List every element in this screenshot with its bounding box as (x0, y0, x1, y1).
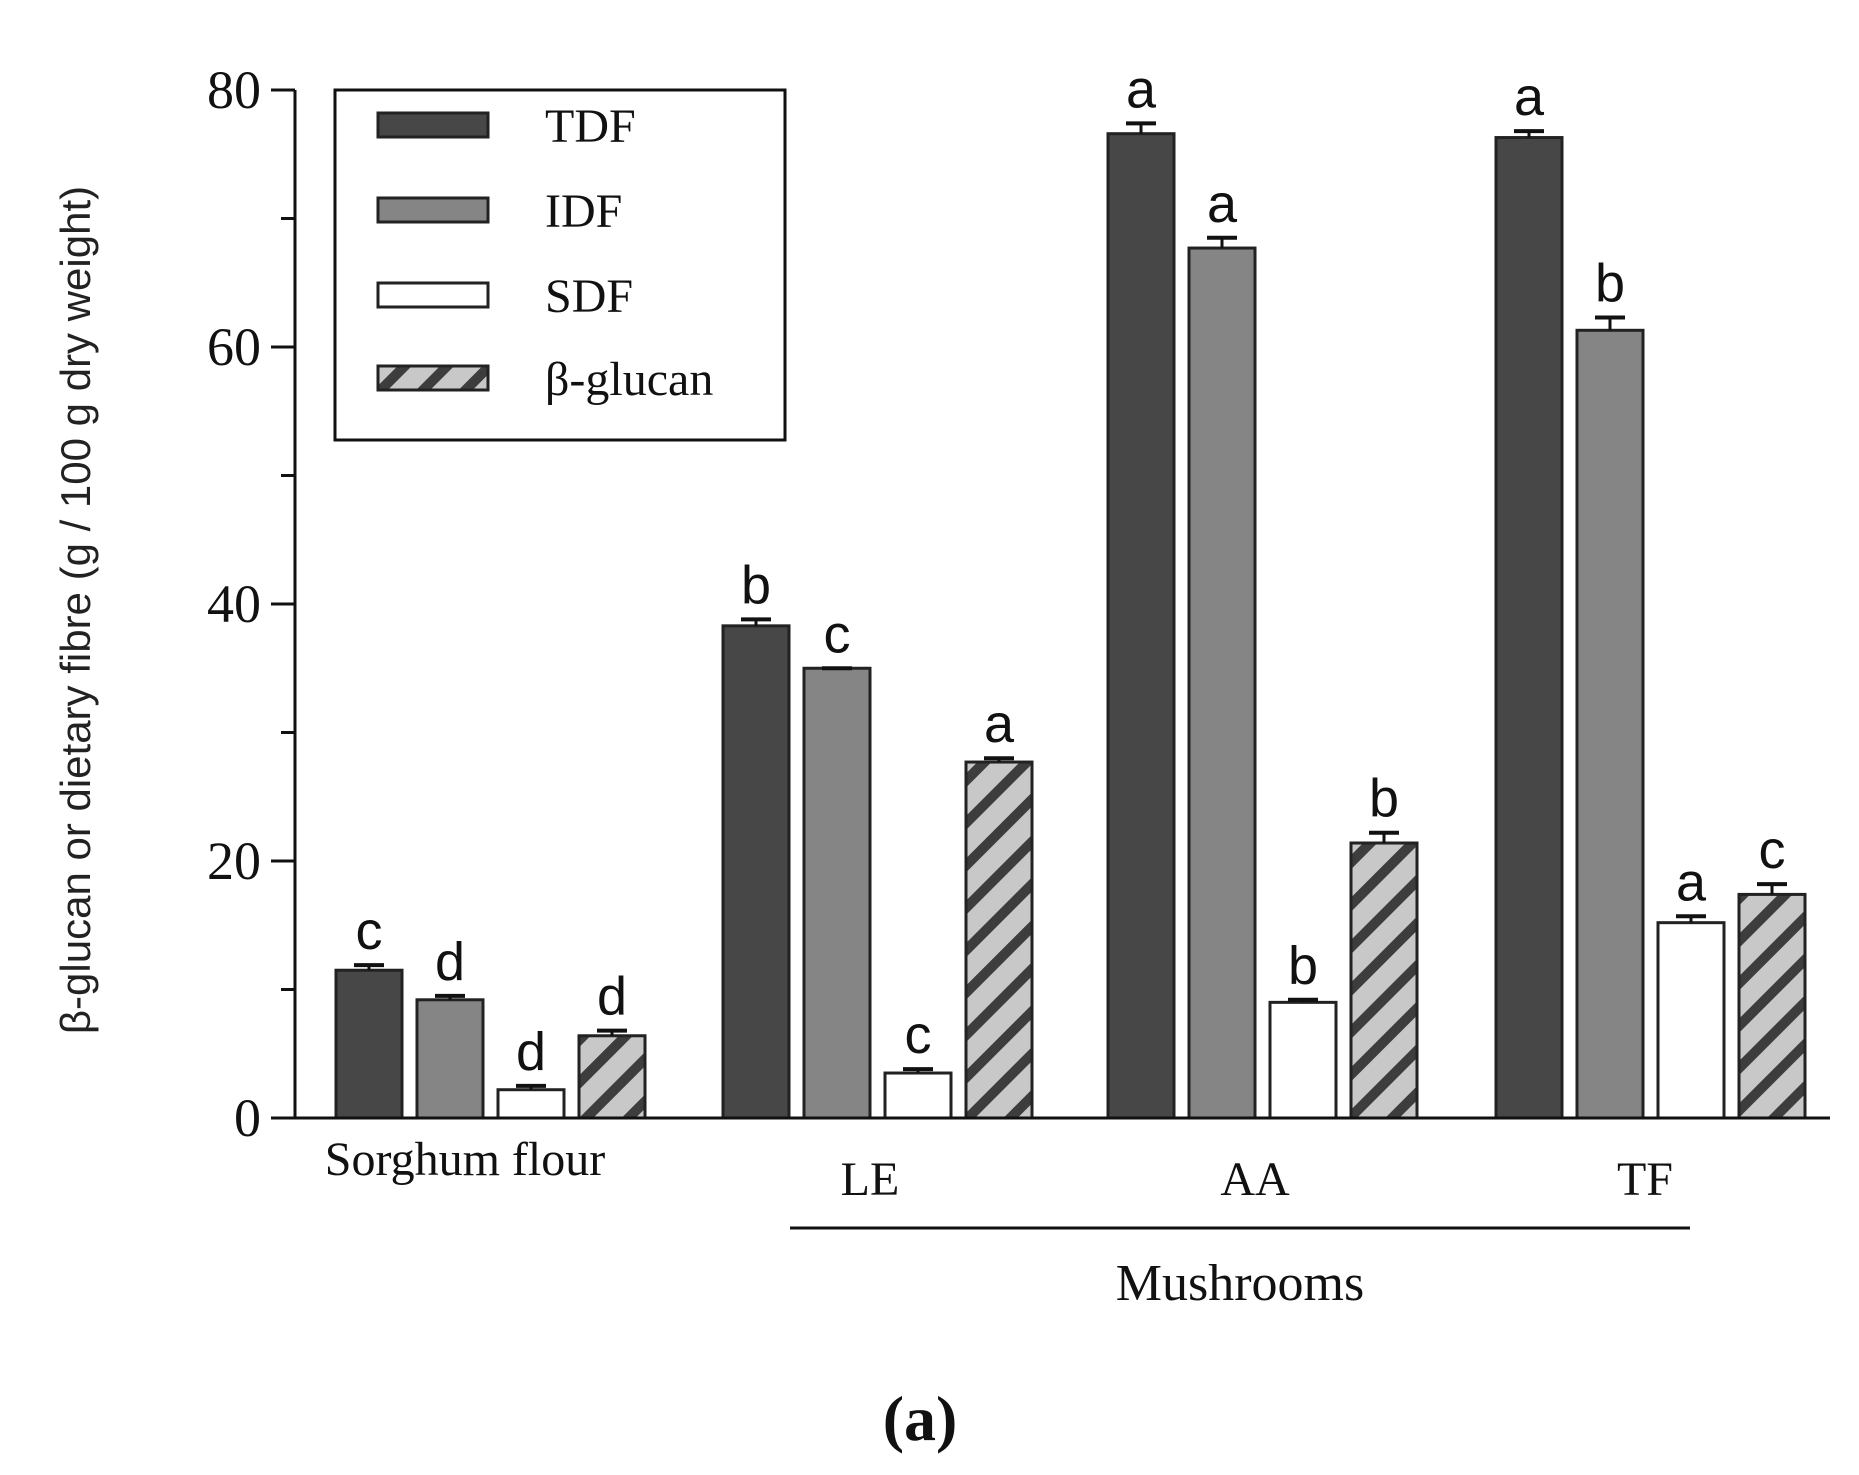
legend-label: TDF (545, 100, 636, 153)
significance-letter: b (1595, 253, 1625, 313)
legend-label: β-glucan (545, 353, 713, 406)
bar (1656, 921, 1726, 1120)
x-category-label: AA (1220, 1153, 1290, 1206)
legend-swatch (376, 281, 490, 309)
bar (964, 760, 1034, 1120)
significance-letter: a (984, 694, 1015, 754)
bar (883, 1071, 953, 1120)
bar (721, 624, 791, 1120)
significance-letter: c (824, 604, 851, 664)
significance-letter: c (1759, 820, 1786, 880)
x-axis: Sorghum flour LE AA TF (295, 1116, 1830, 1206)
y-axis: 0 20 40 60 80 (207, 60, 297, 1148)
x-category-label: TF (1617, 1153, 1673, 1206)
legend-swatch (376, 111, 490, 139)
x-category-label: LE (841, 1153, 900, 1206)
significance-letter: b (741, 555, 771, 615)
bar (1106, 132, 1176, 1120)
bar (802, 666, 872, 1120)
significance-letter: d (597, 967, 627, 1027)
significance-letter: d (435, 932, 465, 992)
significance-letter: c (356, 901, 383, 961)
legend-swatch (376, 196, 490, 224)
y-tick-label: 80 (207, 60, 261, 120)
panel-label: (a) (883, 1383, 958, 1454)
legend-label: IDF (545, 185, 622, 238)
significance-letter: a (1126, 59, 1157, 119)
significance-letter: a (1676, 852, 1707, 912)
y-tick-label: 60 (207, 317, 261, 377)
bar (1187, 246, 1257, 1120)
bar (1494, 136, 1564, 1120)
y-tick-label: 0 (234, 1088, 261, 1148)
significance-letter: b (1288, 936, 1318, 996)
significance-letter: a (1207, 174, 1238, 234)
bar (334, 968, 404, 1120)
y-tick-label: 20 (207, 831, 261, 891)
x-category-label: Sorghum flour (325, 1133, 605, 1186)
significance-letter: c (905, 1005, 932, 1065)
legend: TDF IDF SDF β-glucan (333, 88, 787, 442)
bar (1575, 328, 1645, 1120)
y-axis-title: β-glucan or dietary fibre (g / 100 g dry… (52, 186, 99, 1034)
bar (1349, 841, 1419, 1120)
bar (577, 1034, 647, 1120)
mushrooms-bracket-label: Mushrooms (1116, 1255, 1364, 1312)
significance-letter: b (1369, 769, 1399, 829)
significance-letter: a (1514, 67, 1545, 127)
significance-letter: d (516, 1022, 546, 1082)
legend-swatch (376, 364, 490, 392)
legend-label: SDF (545, 270, 633, 323)
bar (1268, 1000, 1338, 1120)
bar (1737, 892, 1807, 1120)
y-tick-label: 40 (207, 574, 261, 634)
bar (415, 998, 485, 1120)
bar (496, 1088, 566, 1120)
